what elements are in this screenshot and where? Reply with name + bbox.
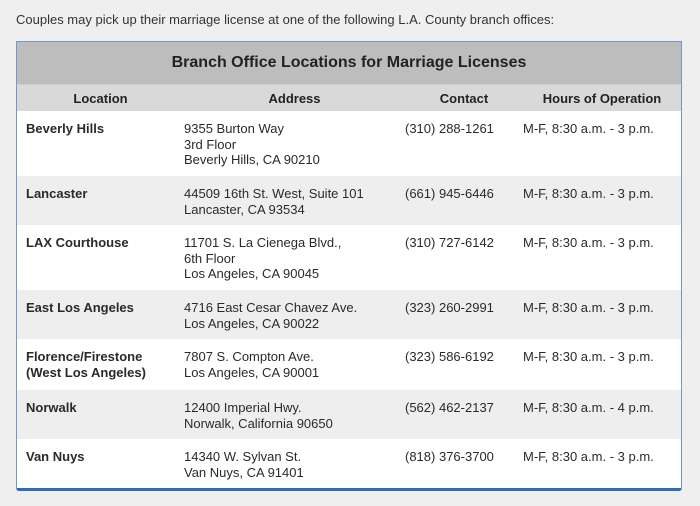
address-cell-line: 14340 W. Sylvan St. xyxy=(184,449,302,464)
hours-cell: M-F, 8:30 a.m. - 3 p.m. xyxy=(523,349,654,364)
address-cell: 11701 S. La Cienega Blvd., 6th Floor Los A… xyxy=(184,225,405,290)
location-cell: Beverly Hills xyxy=(17,111,184,176)
contact-cell: (818) 376-3700 xyxy=(405,449,494,464)
address-cell-line: Beverly Hills, CA 90210 xyxy=(184,152,320,167)
address-cell-line: Los Angeles, CA 90045 xyxy=(184,266,320,281)
address-cell-line: 6th Floor xyxy=(184,250,236,266)
location-cell-line: Florence/Firestone xyxy=(26,349,143,364)
hours-cell: M-F, 8:30 a.m. - 3 p.m. xyxy=(523,176,681,225)
location-cell-line: Van Nuys xyxy=(26,449,85,464)
address-cell-line: 12400 Imperial Hwy. xyxy=(184,400,302,415)
location-cell-line: Norwalk xyxy=(26,400,77,415)
address-cell-line: Los Angeles, CA 90001 xyxy=(184,364,320,380)
address-cell: 4716 East Cesar Chavez Ave. Los Angeles, … xyxy=(184,290,405,339)
hours-cell: M-F, 8:30 a.m. - 3 p.m. xyxy=(523,235,654,250)
table-title: Branch Office Locations for Marriage Lic… xyxy=(17,42,681,85)
hours-cell: M-F, 8:30 a.m. - 3 p.m. xyxy=(523,121,654,136)
address-cell-line: 7807 S. Compton Ave. xyxy=(184,349,314,364)
hours-cell: M-F, 8:30 a.m. - 4 p.m. xyxy=(523,390,681,439)
location-cell: LAX Courthouse xyxy=(17,225,184,290)
address-cell-line: 44509 16th St. West, Suite 101 xyxy=(184,186,364,201)
address-cell-line: Norwalk, California 90650 xyxy=(184,415,333,431)
hours-cell: M-F, 8:30 a.m. - 3 p.m. xyxy=(523,449,654,464)
address-cell: 44509 16th St. West, Suite 101 Lancaster,… xyxy=(184,176,405,225)
location-cell: East Los Angeles xyxy=(17,290,184,339)
address-cell-line: 3rd Floor xyxy=(184,136,237,152)
contact-cell: (661) 945-6446 xyxy=(405,176,523,225)
branch-offices-table: Branch Office Locations for Marriage Lic… xyxy=(16,41,682,491)
contact-cell: (310) 727-6142 xyxy=(405,235,494,250)
table-row: East Los Angeles 4716 East Cesar Chavez A… xyxy=(17,290,681,339)
table-row: LAX Courthouse 11701 S. La Cienega Blvd.,… xyxy=(17,225,681,290)
contact-cell: (310) 288-1261 xyxy=(405,121,494,136)
address-cell-line: 4716 East Cesar Chavez Ave. xyxy=(184,300,358,315)
address-cell-line: Van Nuys, CA 91401 xyxy=(184,464,304,480)
location-cell: Norwalk xyxy=(17,390,184,439)
location-cell-line: (West Los Angeles) xyxy=(26,364,146,380)
address-cell: 14340 W. Sylvan St. Van Nuys, CA 91401 xyxy=(184,439,405,488)
contact-cell: (323) 260-2991 xyxy=(405,290,523,339)
contact-cell: (562) 462-2137 xyxy=(405,390,523,439)
location-cell: Florence/Firestone (West Los Angeles) xyxy=(17,339,184,390)
location-cell: Lancaster xyxy=(17,176,184,225)
address-cell: 9355 Burton Way 3rd Floor Beverly Hills, C… xyxy=(184,111,405,176)
address-cell-line: 11701 S. La Cienega Blvd., xyxy=(184,235,342,250)
header-hours: Hours of Operation xyxy=(523,85,681,111)
address-cell-line: Los Angeles, CA 90022 xyxy=(184,315,320,331)
location-cell-line: East Los Angeles xyxy=(26,300,134,315)
table-row: Beverly Hills 9355 Burton Way 3rd Floor Bev… xyxy=(17,111,681,176)
location-cell: Van Nuys xyxy=(17,439,184,488)
address-cell-line: Lancaster, CA 93534 xyxy=(184,201,305,217)
table-row: Lancaster 44509 16th St. West, Suite 101 L… xyxy=(17,176,681,225)
address-cell: 12400 Imperial Hwy. Norwalk, California 9… xyxy=(184,390,405,439)
location-cell-line: Beverly Hills xyxy=(26,121,105,136)
table-row: Norwalk 12400 Imperial Hwy. Norwalk, Calif… xyxy=(17,390,681,439)
address-cell-line: 9355 Burton Way xyxy=(184,121,284,136)
header-location: Location xyxy=(17,85,184,111)
address-cell: 7807 S. Compton Ave. Los Angeles, CA 9000… xyxy=(184,339,405,390)
header-contact: Contact xyxy=(405,85,523,111)
location-cell-line: LAX Courthouse xyxy=(26,235,129,250)
table-row: Van Nuys 14340 W. Sylvan St. Van Nuys, CA … xyxy=(17,439,681,488)
hours-cell: M-F, 8:30 a.m. - 3 p.m. xyxy=(523,290,681,339)
table-row: Florence/Firestone (West Los Angeles) 7807… xyxy=(17,339,681,390)
contact-cell: (323) 586-6192 xyxy=(405,349,494,364)
location-cell-line: Lancaster xyxy=(26,186,88,201)
header-address: Address xyxy=(184,85,405,111)
intro-text: Couples may pick up their marriage licen… xyxy=(16,12,555,27)
